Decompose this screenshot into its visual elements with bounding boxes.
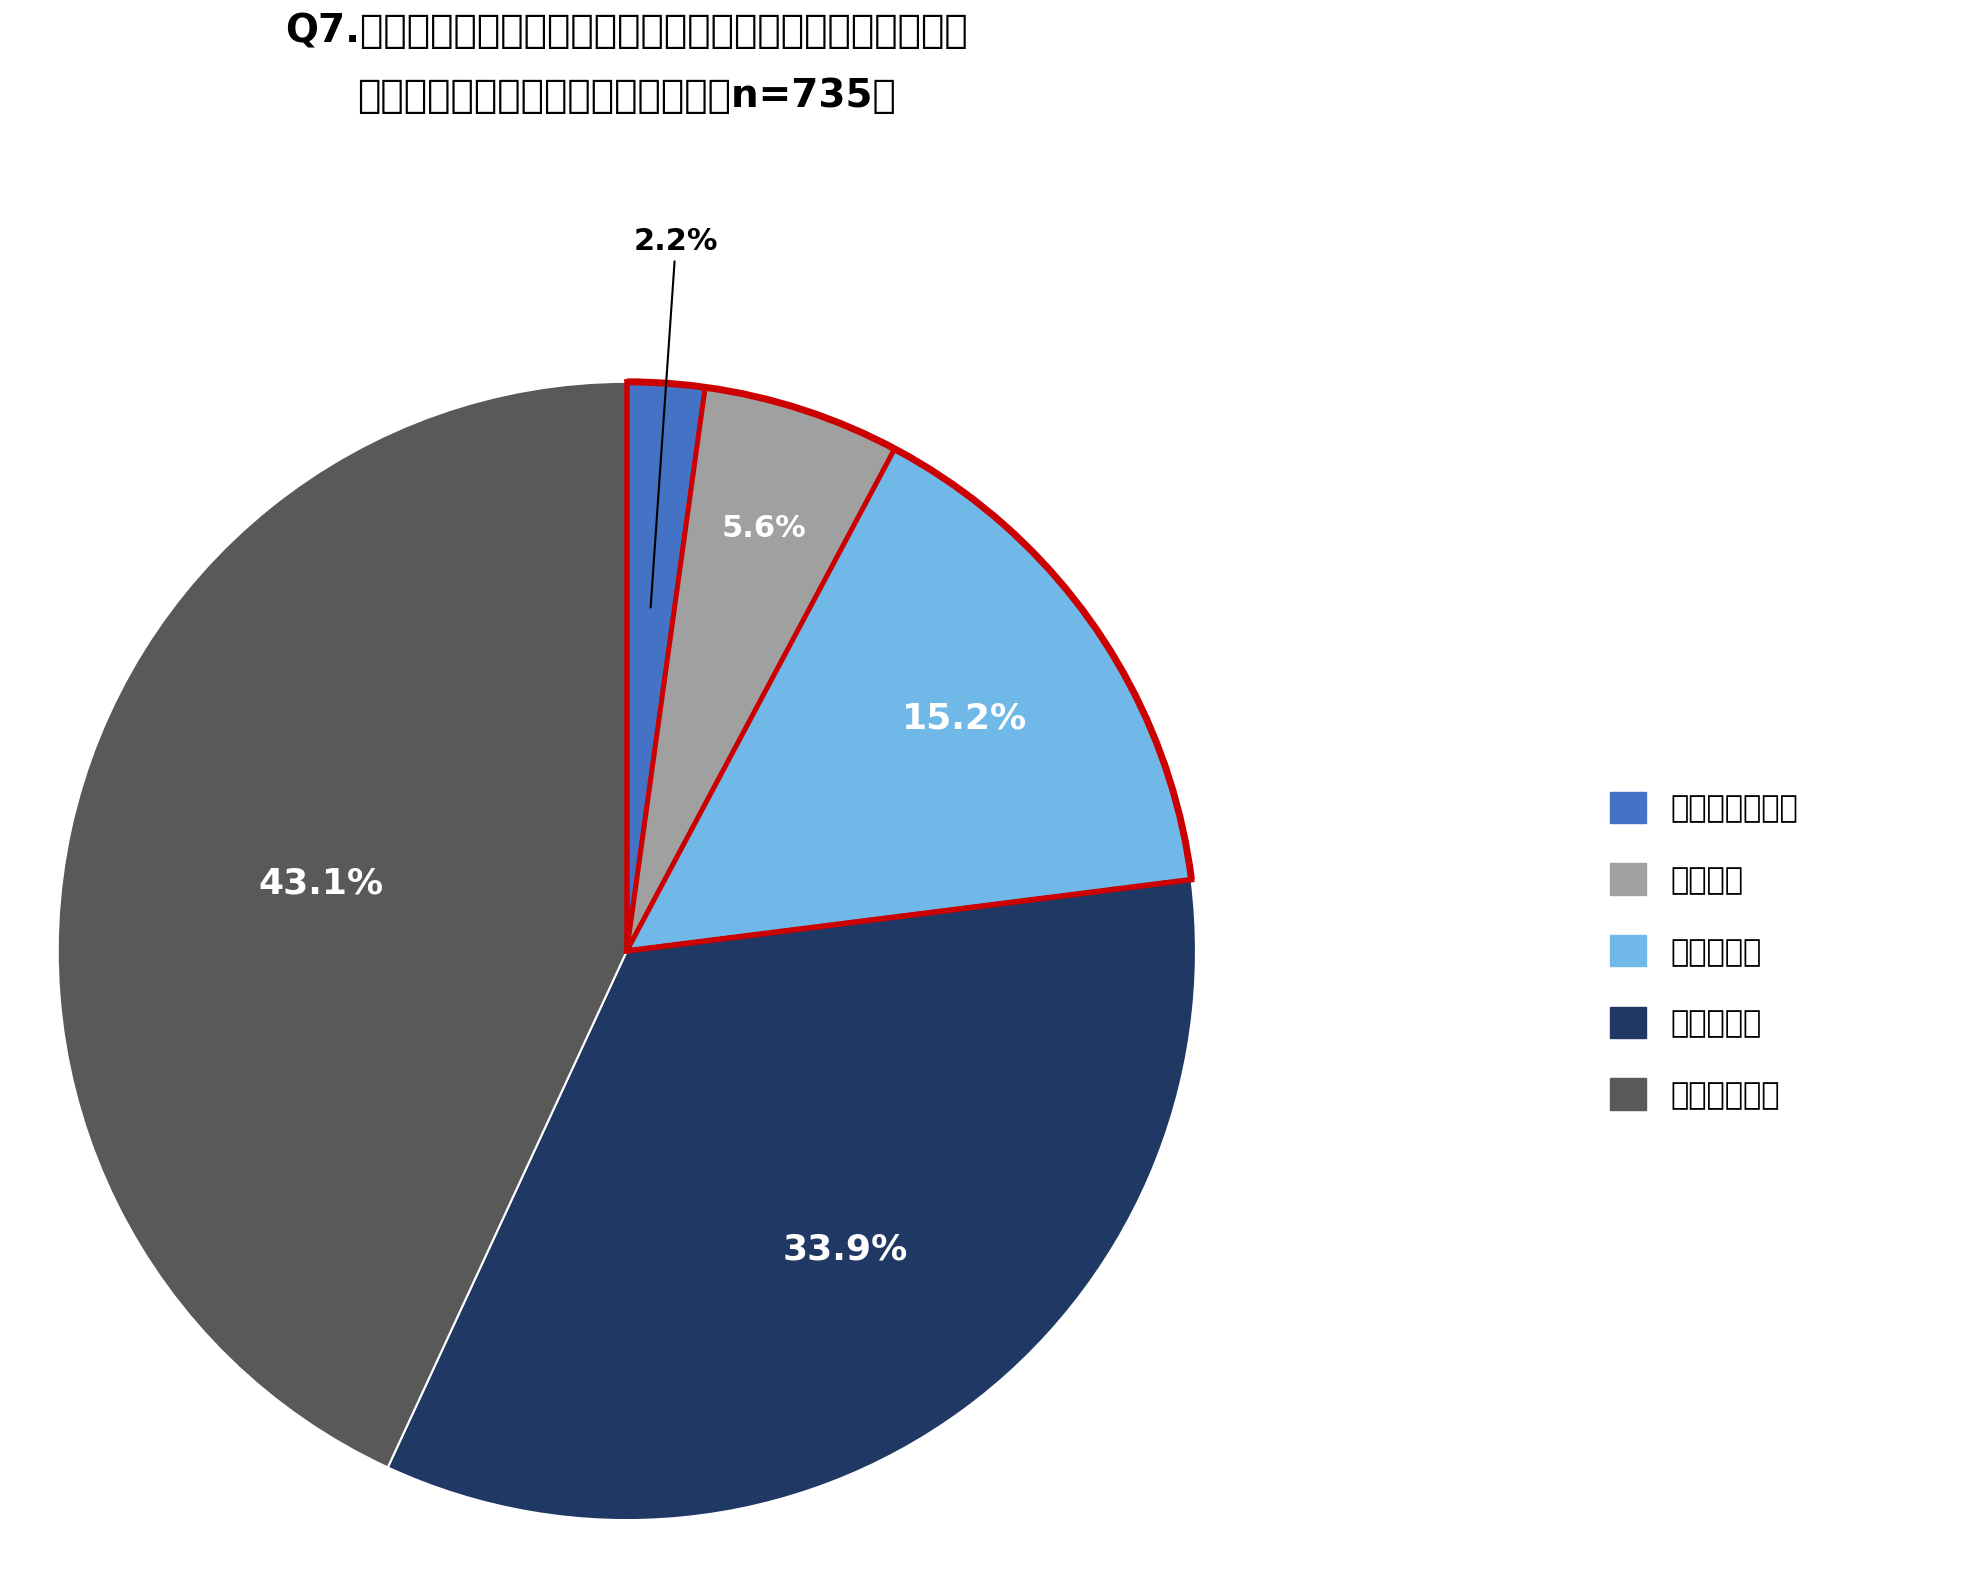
Wedge shape (627, 387, 895, 950)
Text: 15.2%: 15.2% (901, 702, 1027, 736)
Text: 2.2%: 2.2% (633, 226, 718, 608)
Text: 43.1%: 43.1% (258, 866, 385, 901)
Text: 5.6%: 5.6% (722, 514, 807, 543)
Wedge shape (57, 382, 627, 1468)
Wedge shape (627, 449, 1191, 950)
Wedge shape (388, 880, 1195, 1520)
Title: Q7.あなたはオンライン会議中に周辺の音について指摘された
ことがありますか？　（単一回答、n=735）: Q7.あなたはオンライン会議中に周辺の音について指摘された ことがありますか？ … (286, 11, 968, 115)
Wedge shape (627, 382, 706, 950)
Legend: とてもよくある, よくある, たまにある, あまりない, まったくない: とてもよくある, よくある, たまにある, あまりない, まったくない (1597, 780, 1810, 1122)
Text: 33.9%: 33.9% (783, 1232, 907, 1267)
